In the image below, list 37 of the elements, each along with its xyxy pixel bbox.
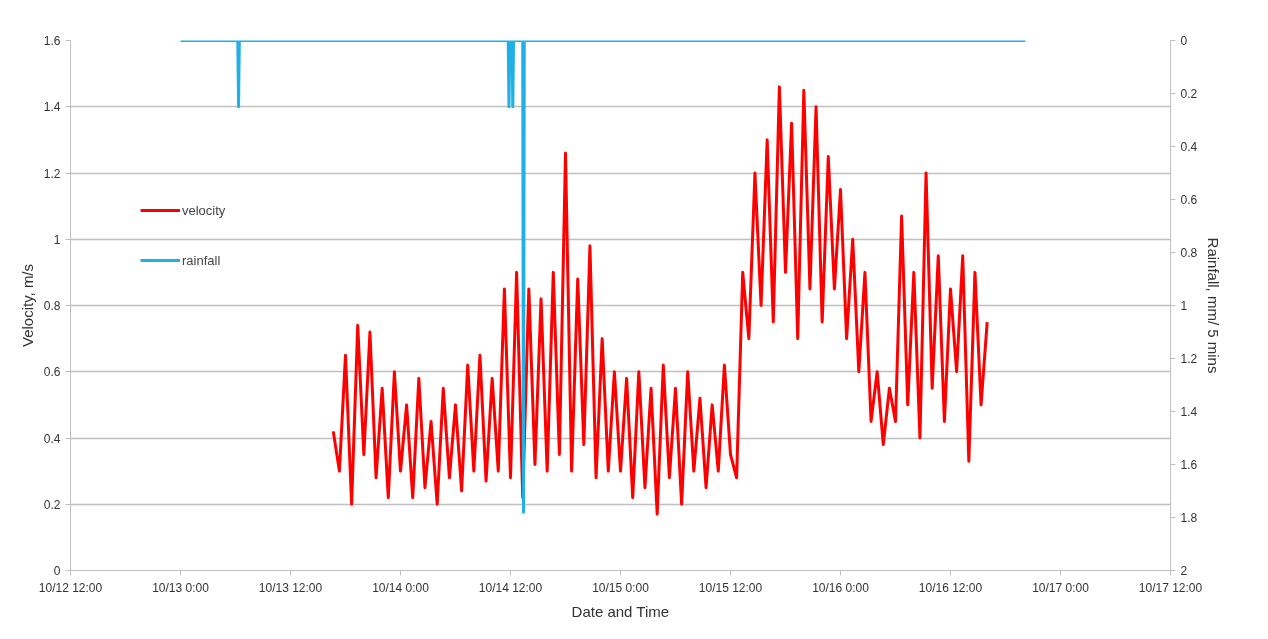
y-axis-title: Velocity, m/s [18, 263, 36, 348]
y2-tick-label: 1.4 [1180, 405, 1198, 419]
x-tick-label: 10/17 0:00 [1032, 580, 1090, 595]
y2-tick-label: 0 [1180, 34, 1188, 48]
y2-tick-label: 1 [1180, 299, 1188, 313]
x-tick-label: 10/13 0:00 [152, 580, 210, 595]
x-tick-label: 10/15 12:00 [698, 580, 763, 595]
y2-axis-title: Rainfall, mm/ 5 mins [1205, 237, 1223, 374]
legend-label: velocity [182, 202, 226, 218]
y2-tick-label: 1.6 [1180, 458, 1198, 472]
line-series [331, 85, 989, 516]
x-tick-label: 10/16 0:00 [812, 580, 870, 595]
y2-tick-label: 1.2 [1180, 352, 1198, 366]
x-tick-label: 10/14 0:00 [372, 580, 430, 595]
x-tick-label: 10/12 12:00 [38, 580, 103, 595]
x-axis-title: Date and Time [571, 602, 670, 620]
x-tick-label: 10/15 0:00 [592, 580, 650, 595]
y2-tick-label: 1.8 [1180, 511, 1198, 525]
x-tick-label: 10/16 12:00 [918, 580, 983, 595]
y-tick-label: 0.4 [43, 431, 61, 446]
y-tick-label: 1.2 [43, 166, 61, 181]
y-tick-label: 0.6 [43, 365, 61, 380]
x-tick-label: 10/13 12:00 [258, 580, 323, 595]
y-tick-label: 0.2 [43, 497, 61, 512]
y-tick-label: 1.6 [43, 34, 61, 48]
legend-label: rainfall [182, 252, 221, 268]
y2-tick-label: 0.4 [1180, 140, 1198, 154]
y-tick-label: 0.8 [43, 299, 61, 313]
x-tick-label: 10/17 12:00 [1138, 580, 1203, 595]
x-tick-label: 10/14 12:00 [478, 580, 543, 595]
y2-tick-label: 0.6 [1180, 193, 1198, 207]
y-tick-label: 0 [53, 564, 61, 578]
y2-tick-label: 2 [1180, 564, 1188, 578]
y-tick-label: 1.4 [43, 100, 61, 115]
y-tick-label: 1 [53, 232, 61, 247]
y2-tick-label: 0.8 [1180, 246, 1198, 260]
y2-tick-label: 0.2 [1180, 87, 1198, 101]
